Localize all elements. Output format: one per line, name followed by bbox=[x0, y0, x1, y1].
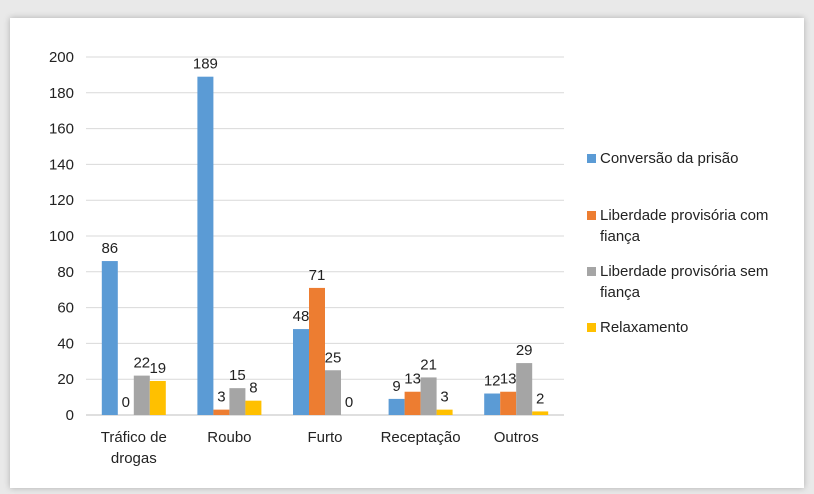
y-tick-label: 160 bbox=[49, 121, 74, 138]
chart-card: 0 20 40 60 80 100 120 140 160 180 200 Tráfico de dro… bbox=[10, 18, 804, 488]
y-tick-label: 80 bbox=[57, 264, 74, 281]
bar bbox=[516, 363, 533, 415]
data-label: 15 bbox=[229, 367, 246, 384]
bar bbox=[229, 388, 246, 415]
legend-label: Liberdade provisória com bbox=[600, 207, 768, 224]
bar bbox=[388, 398, 405, 415]
y-tick-label: 60 bbox=[57, 300, 74, 317]
legend-label: fiança bbox=[600, 284, 641, 301]
bar bbox=[197, 76, 214, 415]
bar bbox=[101, 261, 118, 415]
bar bbox=[484, 393, 501, 415]
y-tick-label: 40 bbox=[57, 335, 74, 352]
x-tick-label: Receptação bbox=[381, 429, 461, 446]
data-label: 48 bbox=[293, 308, 310, 325]
bar bbox=[213, 409, 230, 415]
data-label: 13 bbox=[500, 371, 517, 388]
data-label: 12 bbox=[484, 373, 501, 390]
data-label: 3 bbox=[217, 389, 225, 406]
data-label: 22 bbox=[133, 355, 150, 372]
data-label: 3 bbox=[440, 389, 448, 406]
bar bbox=[149, 380, 166, 415]
y-tick-label: 200 bbox=[49, 49, 74, 66]
legend-swatch bbox=[587, 323, 596, 332]
legend-swatch bbox=[587, 211, 596, 220]
y-tick-label: 100 bbox=[49, 228, 74, 245]
legend-label: Conversão da prisão bbox=[600, 150, 738, 167]
data-label: 19 bbox=[149, 360, 166, 377]
legend-label: Liberdade provisória sem bbox=[600, 263, 768, 280]
y-tick-label: 0 bbox=[66, 407, 74, 424]
bar bbox=[500, 391, 517, 415]
bar bbox=[532, 411, 549, 415]
data-label: 2 bbox=[536, 390, 544, 407]
bar bbox=[245, 400, 262, 415]
bar bbox=[309, 287, 325, 415]
data-label: 71 bbox=[309, 267, 326, 284]
y-tick-label: 120 bbox=[49, 192, 74, 209]
data-label: 21 bbox=[420, 356, 437, 373]
bar bbox=[133, 375, 150, 415]
data-label: 9 bbox=[392, 378, 400, 395]
bar bbox=[325, 370, 341, 415]
data-label: 13 bbox=[404, 371, 421, 388]
data-label: 25 bbox=[325, 349, 342, 366]
x-tick-label: drogas bbox=[111, 450, 157, 467]
bar bbox=[436, 409, 453, 415]
data-label: 0 bbox=[345, 394, 353, 411]
y-tick-label: 140 bbox=[49, 156, 74, 173]
legend-swatch bbox=[587, 267, 596, 276]
data-label: 86 bbox=[101, 240, 118, 257]
data-label: 29 bbox=[516, 342, 533, 359]
legend-swatch bbox=[587, 154, 596, 163]
legend-label: Relaxamento bbox=[600, 319, 688, 336]
x-tick-label: Tráfico de bbox=[101, 429, 167, 446]
y-tick-label: 180 bbox=[49, 85, 74, 102]
y-tick-label: 20 bbox=[57, 371, 74, 388]
legend-label: fiança bbox=[600, 228, 641, 245]
bar bbox=[404, 391, 421, 415]
x-tick-label: Roubo bbox=[207, 429, 251, 446]
data-label: 8 bbox=[249, 380, 257, 397]
x-tick-label: Furto bbox=[307, 429, 342, 446]
x-tick-label: Outros bbox=[494, 429, 539, 446]
data-label: 189 bbox=[193, 56, 218, 73]
data-label: 0 bbox=[122, 394, 130, 411]
bar bbox=[420, 377, 437, 415]
bar bbox=[293, 329, 309, 415]
